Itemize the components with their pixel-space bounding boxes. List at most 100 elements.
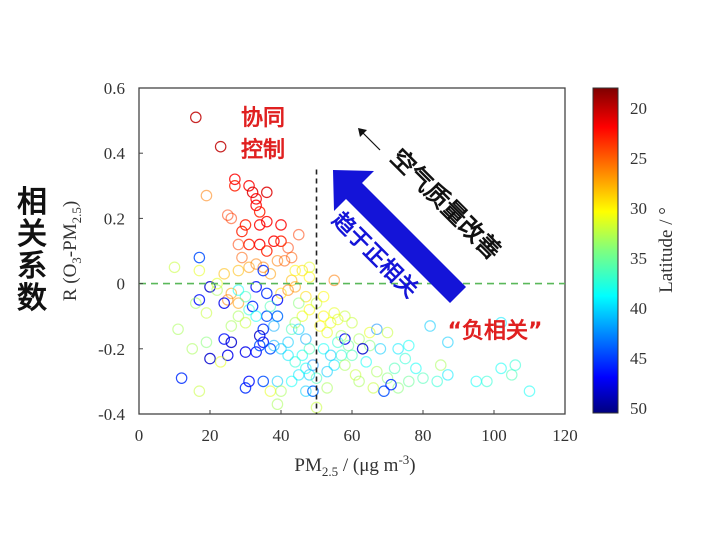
- data-point: [303, 303, 316, 316]
- data-point: [303, 261, 316, 274]
- data-point: [353, 375, 365, 388]
- data-point: [211, 284, 223, 296]
- data-point: [193, 385, 206, 397]
- data-point: [221, 209, 234, 221]
- data-point: [232, 284, 245, 296]
- colorbar-tick-label: 50: [630, 399, 647, 418]
- data-point: [353, 333, 365, 345]
- y-axis-ticks: -0.4 -0.2 0 0.2 0.4 0.6: [98, 79, 143, 424]
- data-point: [204, 352, 216, 365]
- data-point: [218, 333, 230, 345]
- synergy-label-line2: 控制: [241, 137, 285, 163]
- data-point: [282, 349, 294, 362]
- data-point: [289, 316, 301, 329]
- data-point: [260, 186, 273, 199]
- colorbar-tick-label: 45: [630, 349, 647, 368]
- data-point: [303, 271, 316, 283]
- data-point: [292, 369, 305, 381]
- data-point: [260, 215, 273, 228]
- data-point: [321, 326, 333, 339]
- data-point: [289, 356, 301, 368]
- data-point: [307, 385, 319, 397]
- data-point: [300, 362, 312, 375]
- data-point: [339, 310, 351, 322]
- data-point: [317, 290, 330, 303]
- x-tick-label: 100: [481, 426, 507, 445]
- data-point: [328, 307, 341, 319]
- data-point: [200, 307, 213, 319]
- data-point: [239, 316, 252, 329]
- positive-trend-arrow: [333, 170, 466, 303]
- data-point: [442, 336, 454, 349]
- colorbar-ticks: 20 25 30 35 40 45 50: [630, 99, 647, 418]
- data-point: [275, 219, 287, 231]
- y-axis-label: R (O3-PM2.5): [60, 201, 84, 301]
- data-point: [363, 339, 376, 352]
- data-point: [300, 333, 312, 345]
- data-point: [221, 349, 234, 362]
- colorbar-tick-label: 30: [630, 199, 647, 218]
- data-point: [402, 375, 415, 388]
- y-tick-label: -0.4: [98, 405, 125, 424]
- data-point: [193, 294, 206, 306]
- data-point: [250, 310, 262, 322]
- data-point: [239, 346, 252, 358]
- data-point: [285, 251, 298, 264]
- data-point: [229, 173, 241, 186]
- data-point: [275, 235, 287, 248]
- data-point: [200, 189, 213, 202]
- data-point: [317, 310, 330, 322]
- plot-frame: [138, 87, 566, 415]
- data-point: [289, 264, 301, 277]
- data-point: [218, 297, 230, 309]
- data-point: [282, 284, 294, 296]
- data-point: [204, 281, 216, 293]
- y-tick-label: 0.6: [104, 79, 125, 98]
- data-point: [509, 359, 522, 371]
- data-point: [253, 329, 266, 342]
- data-point: [292, 323, 305, 336]
- data-point: [225, 336, 238, 349]
- data-point: [225, 212, 238, 225]
- data-point: [289, 281, 301, 293]
- data-point: [268, 235, 280, 248]
- data-point: [253, 339, 266, 352]
- data-point: [243, 375, 255, 388]
- negative-correlation-label: “负相关”: [448, 319, 543, 344]
- data-point: [229, 180, 241, 192]
- data-point: [250, 258, 262, 270]
- data-point: [356, 342, 369, 355]
- data-point: [442, 369, 454, 381]
- data-point: [285, 375, 298, 388]
- data-point: [190, 297, 202, 309]
- data-point: [275, 287, 287, 300]
- data-point: [282, 336, 294, 349]
- data-point: [239, 290, 252, 303]
- data-point: [232, 310, 245, 322]
- data-point: [243, 180, 255, 192]
- data-point: [300, 290, 312, 303]
- data-point: [239, 219, 252, 231]
- data-point: [275, 385, 287, 397]
- data-point: [523, 385, 536, 397]
- data-point: [257, 261, 270, 274]
- data-point: [225, 320, 238, 332]
- correlation-coefficient-label: 相关系数: [17, 185, 48, 316]
- x-tick-label: 0: [135, 426, 144, 445]
- colorbar-label: Latitude / °: [656, 207, 677, 293]
- data-point: [257, 264, 270, 277]
- data-point: [268, 320, 280, 332]
- data-point: [257, 323, 270, 336]
- data-point: [321, 382, 333, 394]
- y-tick-label: 0.4: [104, 144, 126, 163]
- data-point: [371, 323, 383, 336]
- data-point: [335, 349, 348, 362]
- data-point: [339, 359, 351, 371]
- data-point: [328, 359, 341, 371]
- data-point: [193, 264, 206, 277]
- data-point: [424, 320, 436, 332]
- data-point: [392, 342, 404, 355]
- data-point: [324, 349, 337, 362]
- data-point: [172, 323, 184, 336]
